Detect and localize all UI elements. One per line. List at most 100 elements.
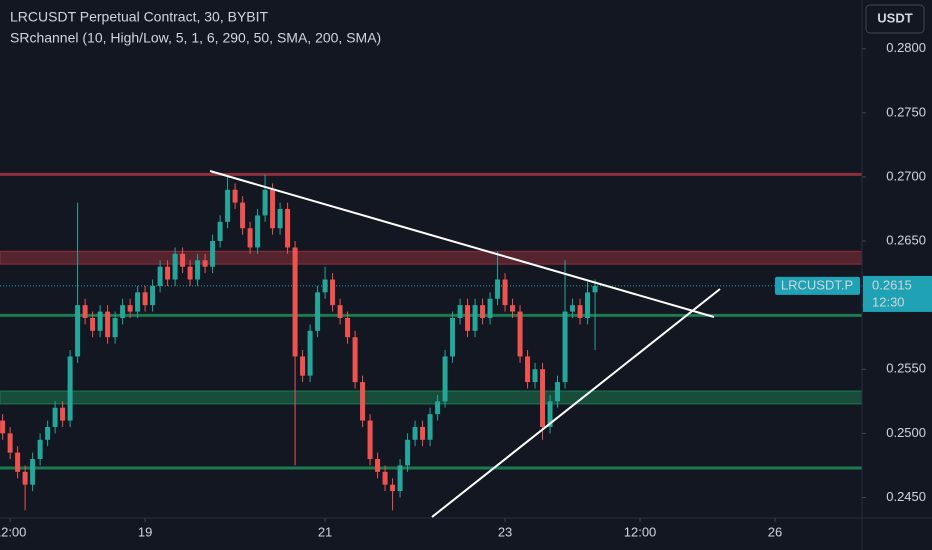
candle-body bbox=[187, 266, 193, 280]
symbol-label: LRCUSDT.P bbox=[781, 277, 853, 292]
candle-body bbox=[532, 369, 538, 383]
trend-line bbox=[209, 170, 715, 318]
candle-body bbox=[157, 266, 163, 286]
candle-body bbox=[315, 292, 321, 331]
candle-body bbox=[202, 260, 208, 267]
y-tick-label: 0.2500 bbox=[886, 425, 926, 440]
candle-body bbox=[142, 292, 148, 306]
candle-body bbox=[120, 305, 126, 318]
candle-body bbox=[360, 382, 366, 421]
candle-body bbox=[210, 241, 216, 267]
candle-body bbox=[195, 260, 201, 280]
candle-body bbox=[285, 208, 291, 248]
y-tick-label: 0.2800 bbox=[886, 40, 926, 55]
candle-body bbox=[465, 305, 471, 331]
candle-body bbox=[555, 382, 561, 402]
candle-body bbox=[255, 215, 261, 248]
candle-body bbox=[405, 439, 411, 466]
last-price-tag bbox=[863, 275, 932, 312]
candle-body bbox=[180, 253, 186, 267]
candle-body bbox=[277, 208, 283, 229]
candle-body bbox=[97, 311, 103, 331]
candle-body bbox=[577, 305, 583, 318]
indicator-label: SRchannel (10, High/Low, 5, 1, 6, 290, 5… bbox=[10, 30, 381, 46]
candle-body bbox=[397, 465, 403, 492]
candle-body bbox=[0, 420, 6, 434]
candle-body bbox=[390, 484, 396, 492]
candle-body bbox=[427, 414, 433, 440]
candle-body bbox=[442, 356, 448, 402]
candle-body bbox=[60, 407, 66, 421]
candle-body bbox=[412, 426, 418, 440]
trend-lines bbox=[209, 170, 721, 518]
candle-body bbox=[22, 471, 28, 485]
candle-body bbox=[487, 298, 493, 318]
candle-body bbox=[225, 189, 231, 222]
x-tick-label: 12:00 bbox=[624, 524, 657, 539]
currency-label[interactable]: USDT bbox=[877, 10, 912, 25]
y-tick-label: 0.2550 bbox=[886, 361, 926, 376]
candle-body bbox=[540, 369, 546, 427]
candle-body bbox=[517, 311, 523, 357]
candle-body bbox=[292, 247, 298, 357]
candle-body bbox=[135, 292, 141, 312]
candle-body bbox=[570, 305, 576, 312]
x-tick-label: 23 bbox=[498, 524, 512, 539]
candle-body bbox=[217, 221, 223, 242]
candle-body bbox=[30, 459, 36, 485]
sr-zone bbox=[0, 250, 863, 265]
candle-body bbox=[300, 356, 306, 376]
countdown-label: 12:30 bbox=[872, 294, 905, 309]
candle-body bbox=[585, 292, 591, 318]
symbol-tag bbox=[775, 276, 860, 295]
candle-body bbox=[90, 317, 96, 331]
candle-body bbox=[105, 311, 111, 338]
candle-body bbox=[592, 285, 598, 293]
candle-body bbox=[165, 266, 171, 280]
candle-body bbox=[247, 228, 253, 248]
candle-body bbox=[270, 189, 276, 229]
candle-body bbox=[420, 426, 426, 440]
axes: 0.24500.25000.25500.26000.26500.27000.27… bbox=[0, 40, 932, 539]
candle-body bbox=[337, 305, 343, 318]
candle-body bbox=[75, 305, 81, 357]
currency-button[interactable] bbox=[865, 4, 925, 34]
sr-zone bbox=[0, 390, 863, 405]
candle-body bbox=[450, 317, 456, 357]
candle-body bbox=[52, 407, 58, 427]
candle-body bbox=[457, 305, 463, 318]
candle-body bbox=[15, 452, 21, 472]
candle-body bbox=[7, 433, 13, 453]
candle-body bbox=[232, 189, 238, 203]
y-tick-label: 0.2650 bbox=[886, 232, 926, 247]
candle-body bbox=[37, 439, 43, 460]
candle-body bbox=[382, 471, 388, 485]
y-tick-label: 0.2450 bbox=[886, 489, 926, 504]
candle-body bbox=[495, 279, 501, 299]
candle-body bbox=[352, 337, 358, 383]
candle-body bbox=[435, 401, 441, 415]
candle-body bbox=[502, 279, 508, 306]
x-tick-label: 21 bbox=[318, 524, 332, 539]
x-tick-label: 26 bbox=[768, 524, 782, 539]
trend-line bbox=[431, 288, 721, 518]
candle-body bbox=[510, 305, 516, 312]
candle-body bbox=[472, 305, 478, 331]
candle-body bbox=[367, 420, 373, 460]
candle-body bbox=[45, 426, 51, 440]
candle-body bbox=[480, 305, 486, 318]
candle-body bbox=[67, 356, 73, 421]
last-price-label: 0.2615 bbox=[872, 277, 912, 292]
y-tick-label: 0.2700 bbox=[886, 168, 926, 183]
candle-body bbox=[82, 305, 88, 318]
candle-body bbox=[375, 459, 381, 472]
candle-body bbox=[345, 317, 351, 338]
candle-body bbox=[322, 279, 328, 293]
candle-body bbox=[262, 189, 268, 216]
candle-body bbox=[562, 311, 568, 383]
candle-body bbox=[150, 285, 156, 306]
chart-title: LRCUSDT Perpetual Contract, 30, BYBIT bbox=[10, 9, 269, 25]
